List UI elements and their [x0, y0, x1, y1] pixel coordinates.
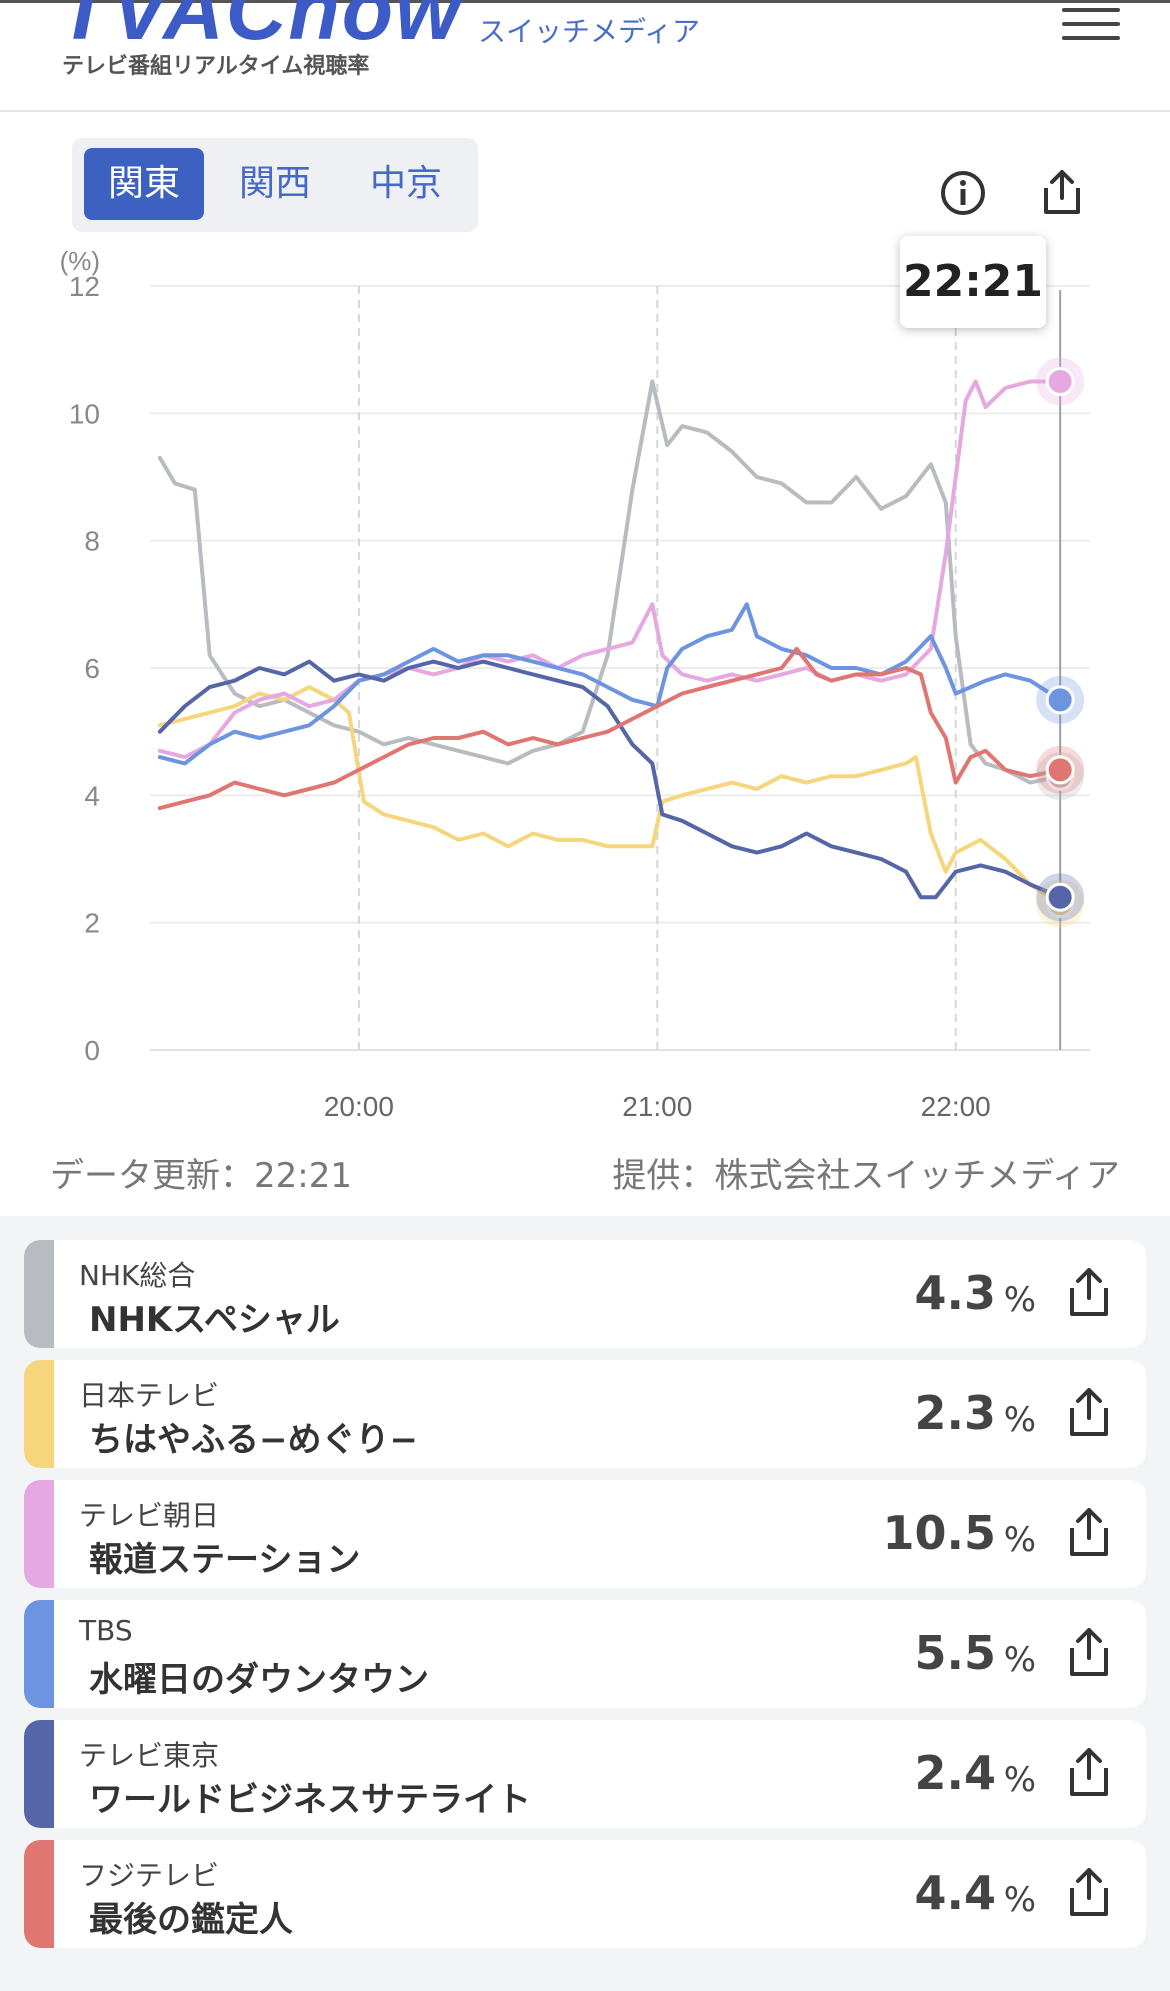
series-line [157, 646, 1063, 811]
program-card[interactable]: テレビ朝日報道ステーション 10.5% [24, 1480, 1146, 1588]
program-card[interactable]: NHK総合 NHKスペシャル 4.3% [24, 1240, 1146, 1348]
info-icon[interactable] [940, 170, 986, 216]
rating-unit: % [1003, 1520, 1036, 1560]
program-list: NHK総合 NHKスペシャル 4.3% 日本テレビ ちはやふる−めぐり− 2.3% テレビ朝… [0, 1216, 1170, 1991]
series-end-marker [1045, 367, 1075, 396]
hamburger-menu-icon[interactable] [1062, 8, 1120, 40]
logo[interactable]: TVAChow [58, 0, 463, 57]
rating-unit: % [1003, 1760, 1036, 1800]
rating-unit: % [1003, 1280, 1036, 1320]
x-tick-label: 21:00 [622, 1091, 692, 1120]
program-card[interactable]: フジテレビ最後の鑑定人 4.4% [24, 1840, 1146, 1948]
channel-color-bar [24, 1840, 54, 1948]
channel-color-bar [24, 1720, 54, 1828]
station-name: フジテレビ [79, 1859, 220, 1892]
y-tick-label: 12 [69, 271, 100, 302]
series-line [157, 685, 1063, 906]
share-icon[interactable] [1062, 1384, 1116, 1440]
time-tooltip: 22:21 [900, 236, 1046, 328]
top-border [0, 0, 1170, 3]
station-name: テレビ朝日 [79, 1499, 220, 1532]
share-icon[interactable] [1062, 1264, 1116, 1320]
logo-subtitle: テレビ番組リアルタイム視聴率 [62, 54, 370, 79]
series-end-marker [1045, 882, 1075, 912]
share-icon[interactable] [1036, 166, 1088, 218]
app-header: TVAChow テレビ番組リアルタイム視聴率 スイッチメディア [0, 0, 1170, 112]
region-tab-kanto[interactable]: 関東 [84, 148, 204, 220]
y-tick-label: 0 [84, 1035, 100, 1066]
channel-color-bar [24, 1240, 54, 1348]
series-line [157, 379, 1063, 760]
y-tick-label: 4 [84, 780, 100, 811]
share-icon[interactable] [1062, 1864, 1116, 1920]
program-title: NHKスペシャル [89, 1300, 340, 1340]
rating-value: 2.4 [914, 1746, 997, 1800]
channel-color-bar [24, 1360, 54, 1468]
share-icon[interactable] [1062, 1624, 1116, 1680]
y-tick-label: 2 [84, 908, 100, 939]
series-end-marker [1045, 755, 1075, 785]
update-time: データ更新：22:21 [50, 1156, 352, 1196]
share-icon[interactable] [1062, 1744, 1116, 1800]
rating-value: 2.3 [914, 1386, 997, 1440]
station-name: NHK総合 [79, 1259, 196, 1292]
station-name: テレビ東京 [79, 1739, 220, 1772]
region-selector: 関東 関西 中京 [72, 138, 478, 232]
y-tick-label: 6 [84, 653, 100, 684]
data-provider: 提供：株式会社スイッチメディア [612, 1156, 1120, 1196]
program-title: 報道ステーション [89, 1540, 361, 1580]
station-name: TBS [79, 1614, 133, 1647]
y-axis-label: (%) [60, 246, 100, 276]
program-card[interactable]: TBS 水曜日のダウンタウン 5.5% [24, 1600, 1146, 1708]
region-tab-chukyo[interactable]: 中京 [369, 163, 442, 204]
station-name: 日本テレビ [79, 1379, 220, 1412]
rating-unit: % [1003, 1640, 1036, 1680]
channel-color-bar [24, 1480, 54, 1588]
brand-link[interactable]: スイッチメディア [478, 15, 701, 48]
rating-value: 5.5 [914, 1626, 997, 1680]
channel-color-bar [24, 1600, 54, 1708]
program-title: 最後の鑑定人 [89, 1900, 293, 1940]
x-tick-label: 20:00 [324, 1091, 394, 1120]
y-tick-label: 10 [69, 398, 100, 429]
ratings-line-chart: 0 2 4 6 8 10 12(%) 20:00 21:00 22:00 [60, 246, 1090, 1120]
rating-unit: % [1003, 1880, 1036, 1920]
y-tick-label: 8 [84, 526, 100, 557]
share-icon[interactable] [1062, 1504, 1116, 1560]
program-title: 水曜日のダウンタウン [89, 1660, 429, 1700]
program-card[interactable]: テレビ東京ワールドビジネスサテライト 2.4% [24, 1720, 1146, 1828]
x-tick-label: 22:00 [921, 1091, 991, 1120]
series-end-marker [1045, 685, 1075, 715]
program-title: ワールドビジネスサテライト [89, 1780, 531, 1820]
rating-unit: % [1003, 1400, 1036, 1440]
series-line [157, 379, 1063, 785]
program-title: ちはやふる−めぐり− [89, 1420, 418, 1460]
rating-value: 10.5 [882, 1506, 997, 1560]
rating-value: 4.3 [914, 1266, 997, 1320]
program-card[interactable]: 日本テレビちはやふる−めぐり− 2.3% [24, 1360, 1146, 1468]
rating-value: 4.4 [914, 1866, 997, 1920]
region-tab-kansai[interactable]: 関西 [238, 163, 311, 204]
series-line [157, 659, 1063, 900]
